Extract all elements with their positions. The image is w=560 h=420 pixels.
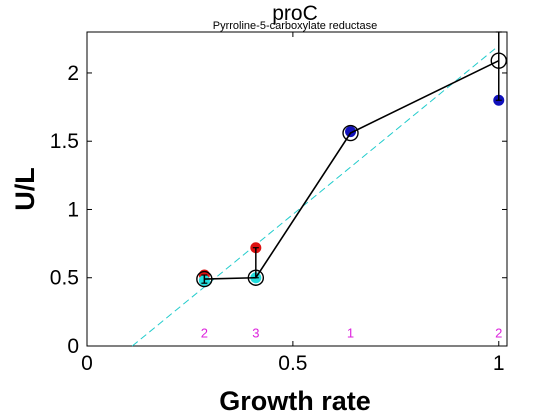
x-tick-label: 1 xyxy=(493,352,505,375)
y-tick-label: 1.5 xyxy=(50,130,79,153)
mean-marker xyxy=(342,124,359,142)
chart-subtitle: Pyrroline-5-carboxylate reductase xyxy=(213,20,377,32)
data-point xyxy=(345,126,357,138)
y-tick-label: 2 xyxy=(67,62,79,85)
y-axis: 0 0.5 1 1.5 2 xyxy=(50,62,507,358)
y-axis-label: U/L xyxy=(10,167,40,211)
x-axis: 0 0.5 1 xyxy=(81,32,505,375)
x-tick-label: 0 xyxy=(81,352,93,375)
mean-marker xyxy=(196,270,213,288)
mean-marker xyxy=(247,269,265,286)
count-label: 1 xyxy=(347,325,354,340)
count-label: 3 xyxy=(252,325,259,340)
count-label: 2 xyxy=(495,325,502,340)
mean-line xyxy=(204,59,500,280)
mean-marker xyxy=(490,52,507,69)
plot-area xyxy=(86,31,508,347)
count-label: 2 xyxy=(201,325,208,340)
y-tick-label: 1 xyxy=(67,198,79,221)
fit-line xyxy=(131,45,500,347)
y-tick-label: 0.5 xyxy=(50,267,79,290)
x-tick-label: 0.5 xyxy=(278,352,307,375)
plot-content: 2 3 1 2 xyxy=(131,31,507,347)
y-tick-label: 0 xyxy=(67,335,79,358)
x-axis-label: Growth rate xyxy=(219,386,371,416)
chart-title: proC xyxy=(272,2,318,25)
